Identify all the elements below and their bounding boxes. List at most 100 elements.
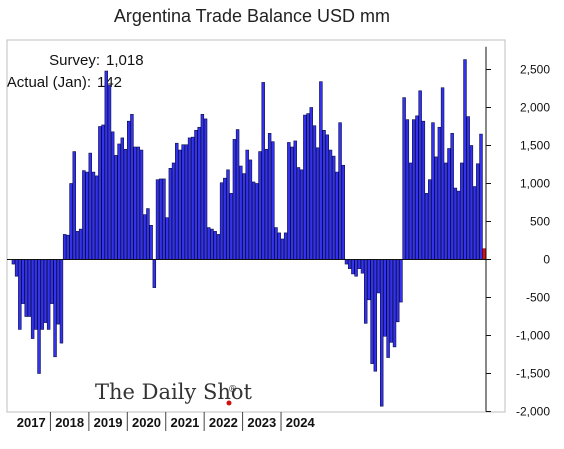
bar (296, 167, 301, 260)
bar (280, 238, 285, 260)
bar (175, 142, 179, 260)
y-tick-label: -1,000 (516, 329, 550, 343)
bar (386, 259, 390, 358)
bar (203, 118, 208, 260)
bar (325, 134, 329, 260)
bar (370, 259, 374, 364)
bar (235, 129, 240, 260)
bar (293, 140, 297, 260)
bar (152, 259, 157, 288)
bar (472, 186, 477, 260)
bar (412, 119, 416, 260)
bar (18, 259, 22, 330)
bar (143, 214, 147, 260)
bar (146, 208, 150, 260)
bar (341, 164, 346, 260)
bar-series (11, 59, 486, 407)
bar (251, 181, 256, 260)
bar (94, 175, 99, 260)
bar (405, 119, 410, 260)
bar (37, 259, 41, 374)
bar (447, 148, 451, 260)
bar (319, 81, 323, 260)
bar (245, 149, 249, 260)
bar (399, 259, 403, 303)
y-tick-label: -1,500 (516, 367, 550, 381)
bar (226, 169, 230, 260)
bar (117, 143, 121, 260)
survey-value: 1,018 (106, 52, 144, 69)
bar (127, 120, 131, 260)
bar (46, 259, 51, 330)
bar (389, 259, 394, 343)
bar (309, 107, 313, 260)
bar (30, 259, 35, 339)
y-tick-label: 2,500 (520, 63, 550, 77)
bar (98, 126, 102, 260)
y-tick-label: -2,000 (516, 405, 550, 419)
bar (139, 149, 144, 260)
bar (476, 163, 480, 260)
bar (216, 234, 221, 260)
bar (331, 155, 336, 260)
watermark-text: The Daily Shot (95, 380, 253, 404)
bar (242, 173, 246, 260)
bar (194, 130, 198, 260)
bar (431, 122, 435, 260)
plot-area-border (6, 39, 506, 413)
bar (338, 122, 342, 260)
y-tick-label: 500 (530, 215, 550, 229)
bar (78, 228, 83, 260)
actual-label: Actual (Jan): (7, 74, 91, 91)
bar (133, 146, 137, 260)
bar (62, 234, 67, 260)
bar (347, 259, 352, 269)
bar (315, 147, 320, 260)
x-tick-label: 2018 (55, 415, 84, 430)
watermark-dot (226, 400, 232, 406)
bar (444, 162, 448, 260)
bar (264, 149, 269, 260)
bar (114, 155, 118, 260)
bar (213, 231, 217, 260)
bar (223, 177, 227, 260)
bar (178, 149, 182, 260)
bar (155, 179, 160, 260)
bar (107, 85, 112, 260)
bar (168, 168, 173, 260)
bar (383, 259, 387, 337)
x-tick-label: 2023 (247, 415, 276, 430)
bar (207, 227, 211, 260)
bar (434, 156, 438, 260)
bar (27, 259, 32, 317)
bar (274, 227, 278, 260)
bar (50, 259, 54, 304)
bar (123, 149, 128, 260)
bar (287, 142, 291, 260)
bar (219, 182, 224, 260)
survey-label: Survey: (49, 52, 100, 69)
bar (229, 193, 233, 260)
bar (82, 170, 86, 260)
bar (392, 259, 397, 348)
bar (418, 90, 422, 260)
watermark-registered: ® (229, 384, 237, 395)
y-tick-label: 0 (543, 253, 550, 267)
bar (335, 171, 339, 260)
bar (322, 130, 326, 260)
bar (463, 59, 467, 260)
bar (303, 114, 307, 260)
bar (75, 231, 80, 260)
bar (479, 133, 483, 260)
bar (357, 259, 362, 269)
bar (363, 259, 368, 324)
bar (136, 146, 141, 260)
bar (191, 136, 195, 260)
bar (162, 178, 166, 260)
x-tick-label: 2017 (17, 415, 46, 430)
bar (466, 116, 470, 260)
bar (469, 145, 474, 260)
bar (396, 259, 400, 323)
bar (181, 144, 185, 260)
